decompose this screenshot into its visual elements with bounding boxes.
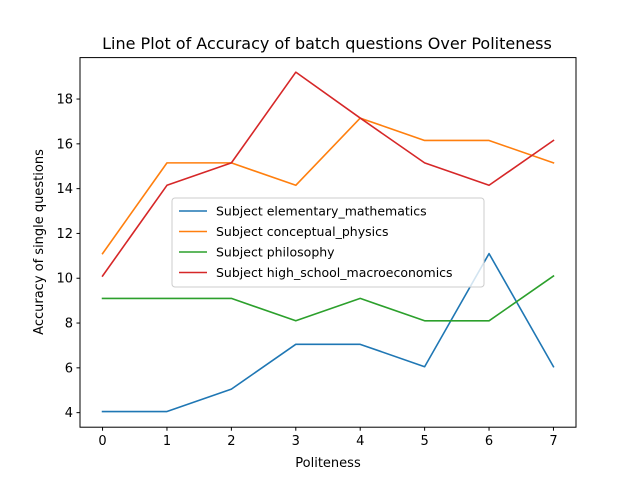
x-tick-label: 3 (292, 434, 300, 449)
x-tick-label: 4 (356, 434, 364, 449)
y-tick-label: 16 (56, 137, 73, 152)
series-line-4 (101, 71, 555, 278)
legend-label: Subject conceptual_physics (216, 224, 388, 239)
legend: Subject elementary_mathematics Subject co… (171, 197, 485, 288)
y-axis: 4 6 8 10 12 14 16 18 (56, 93, 80, 421)
y-axis-label: Accuracy of single questions (32, 149, 47, 335)
x-tick-label: 1 (163, 434, 171, 449)
y-tick-label: 8 (65, 317, 73, 332)
x-tick-label: 0 (98, 434, 106, 449)
legend-box (171, 197, 485, 288)
plot-frame (79, 57, 577, 428)
y-tick-label: 6 (65, 361, 73, 376)
legend-label: Subject elementary_mathematics (216, 204, 427, 219)
x-tick-label: 5 (420, 434, 428, 449)
y-tick-label: 18 (56, 93, 73, 108)
x-axis: 0 1 2 3 4 5 6 7 (98, 427, 558, 449)
y-tick-label: 14 (56, 182, 73, 197)
y-tick-label: 4 (65, 406, 73, 421)
x-tick-label: 2 (227, 434, 235, 449)
x-tick-label: 6 (485, 434, 493, 449)
x-axis-label: Politeness (295, 456, 361, 471)
x-tick-label: 7 (549, 434, 557, 449)
chart-title: Line Plot of Accuracy of batch questions… (102, 34, 552, 53)
y-tick-label: 12 (56, 227, 73, 242)
series-line-2 (101, 117, 555, 255)
legend-label: Subject philosophy (216, 245, 335, 260)
legend-label: Subject high_school_macroeconomics (216, 265, 453, 280)
series-line-3 (101, 274, 555, 322)
y-tick-label: 10 (56, 272, 73, 287)
